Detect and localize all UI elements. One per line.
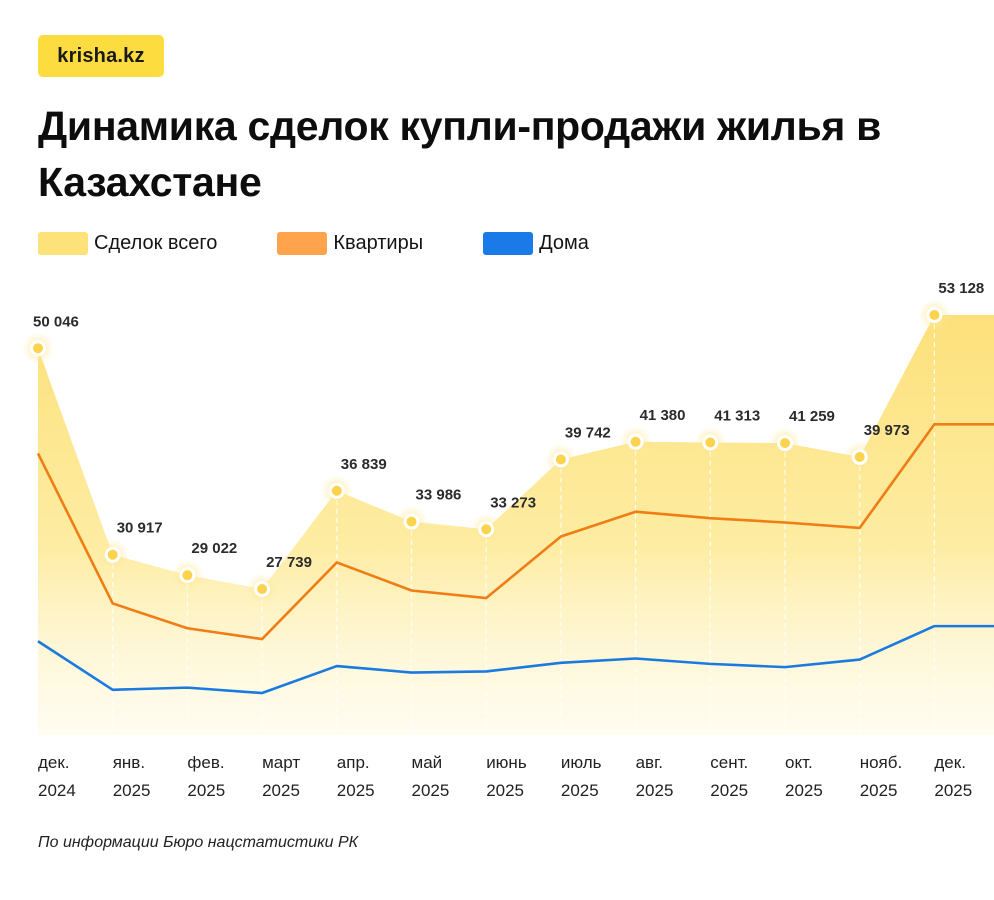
x-tick-month: июль <box>561 753 602 772</box>
x-tick-year: 2025 <box>412 781 450 800</box>
value-label: 29 022 <box>191 540 237 557</box>
total-deals-area <box>38 315 994 735</box>
total-point <box>555 454 566 465</box>
x-tick-month: нояб. <box>860 753 903 772</box>
legend-label-total: Сделок всего <box>94 232 218 254</box>
x-tick-year: 2025 <box>486 781 524 800</box>
x-tick-month: авг. <box>636 753 663 772</box>
x-tick-year: 2025 <box>785 781 823 800</box>
total-point <box>257 584 268 594</box>
value-label: 39 973 <box>864 422 910 439</box>
value-label: 41 380 <box>640 407 686 424</box>
total-point <box>33 343 43 354</box>
source-note: По информации Бюро нацстатистики РК <box>38 834 359 851</box>
x-tick-month: сент. <box>710 753 748 772</box>
legend-label-apartments: Квартиры <box>333 232 424 254</box>
x-tick-month: июнь <box>486 753 527 772</box>
value-label: 41 259 <box>789 408 835 425</box>
value-label: 36 839 <box>341 456 387 473</box>
x-tick-year: 2025 <box>561 781 599 800</box>
houses-line <box>37 624 994 695</box>
series-lines <box>36 423 994 695</box>
total-point <box>929 310 940 320</box>
value-label: 27 739 <box>266 554 312 571</box>
x-axis: дек. 2024 янв. 2025 фев. 2025 март 2025 апр. 2025… <box>38 753 972 800</box>
chart-title: Динамика сделок купли-продажи жилья в Ка… <box>38 103 882 205</box>
value-label: 50 046 <box>33 313 79 330</box>
total-point <box>331 485 342 496</box>
value-label: 33 273 <box>490 494 536 511</box>
legend-swatch-apartments <box>277 232 328 255</box>
x-tick-year: 2025 <box>860 781 898 800</box>
x-tick-month: март <box>262 753 300 772</box>
area-layer <box>38 315 994 735</box>
x-tick-year: 2025 <box>636 781 674 800</box>
x-tick-month: дек. <box>38 753 70 772</box>
value-label: 39 742 <box>565 424 611 441</box>
value-label: 41 313 <box>714 408 760 425</box>
total-point <box>780 438 790 449</box>
x-tick-year: 2025 <box>113 781 151 800</box>
x-tick-month: фев. <box>187 753 224 772</box>
total-point <box>854 451 865 462</box>
legend-item-houses: Дома <box>483 232 589 255</box>
x-tick-month: дек. <box>934 753 966 772</box>
x-tick-month: янв. <box>113 753 145 772</box>
legend-item-total: Сделок всего <box>38 232 217 255</box>
x-tick-month: май <box>412 753 443 772</box>
total-point <box>630 436 641 447</box>
apartments-line <box>36 423 994 641</box>
legend: Сделок всего Квартиры Дома <box>38 232 641 255</box>
legend-item-apartments: Квартиры <box>277 232 423 255</box>
x-tick-year: 2025 <box>187 781 225 800</box>
legend-swatch-total <box>38 232 88 255</box>
total-point <box>481 524 492 535</box>
value-label: 30 917 <box>117 520 163 537</box>
total-point <box>182 570 193 581</box>
line-chart: 50 046 30 917 29 022 27 739 36 839 33 986 33 2… <box>22 280 994 800</box>
legend-label-houses: Дома <box>539 232 589 254</box>
guide-lines <box>112 315 936 735</box>
total-point <box>705 437 716 448</box>
x-tick-year: 2025 <box>337 781 375 800</box>
point-markers <box>22 299 951 605</box>
legend-swatch-houses <box>483 232 534 255</box>
value-labels: 50 046 30 917 29 022 27 739 36 839 33 986 33 2… <box>33 280 984 571</box>
x-tick-year: 2025 <box>262 781 300 800</box>
x-tick-year: 2025 <box>710 781 748 800</box>
x-tick-year: 2025 <box>934 781 972 800</box>
total-point <box>406 516 417 527</box>
x-tick-month: окт. <box>785 753 813 772</box>
krisha-logo: krisha.kz <box>38 35 164 77</box>
x-tick-month: апр. <box>337 753 370 772</box>
total-point <box>107 549 118 560</box>
value-label: 33 986 <box>416 487 462 504</box>
value-label: 53 128 <box>938 280 984 297</box>
x-tick-year: 2024 <box>38 781 76 800</box>
